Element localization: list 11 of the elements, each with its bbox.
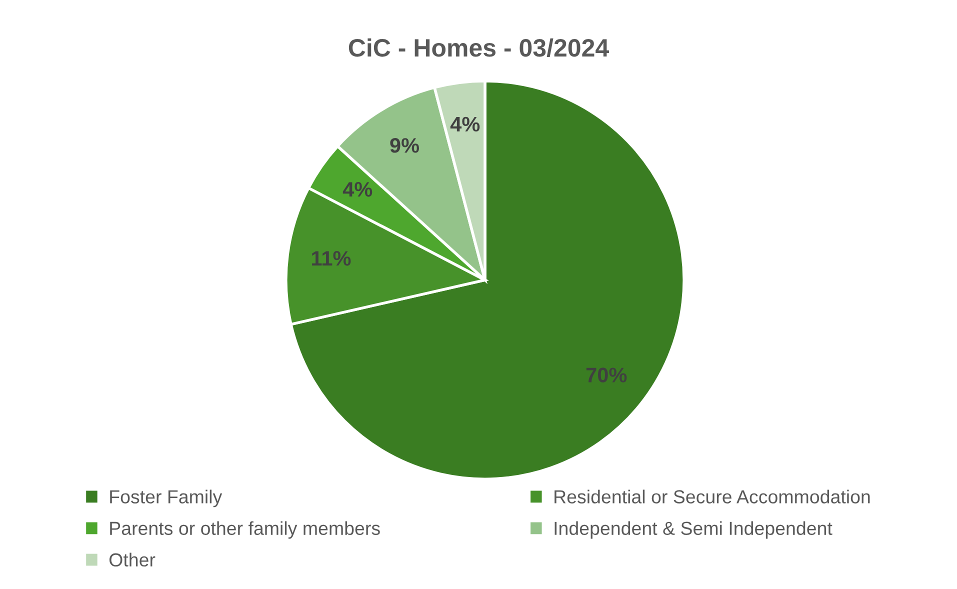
data-label: 9%: [390, 138, 420, 153]
data-label: 11%: [312, 251, 351, 266]
data-label: 70%: [586, 368, 627, 382]
legend-label: Residential or Secure Accommodation: [554, 490, 870, 504]
data-label: 4%: [450, 116, 480, 132]
chart-title: CiC - Homes - 03/2024: [348, 38, 609, 57]
legend-label: Parents or other family members: [110, 521, 380, 539]
legend-label: Other: [109, 552, 156, 567]
legend-label: Independent & Semi Independent: [554, 521, 832, 539]
legend-label: Foster Family: [110, 490, 222, 508]
data-label: 4%: [342, 182, 372, 197]
